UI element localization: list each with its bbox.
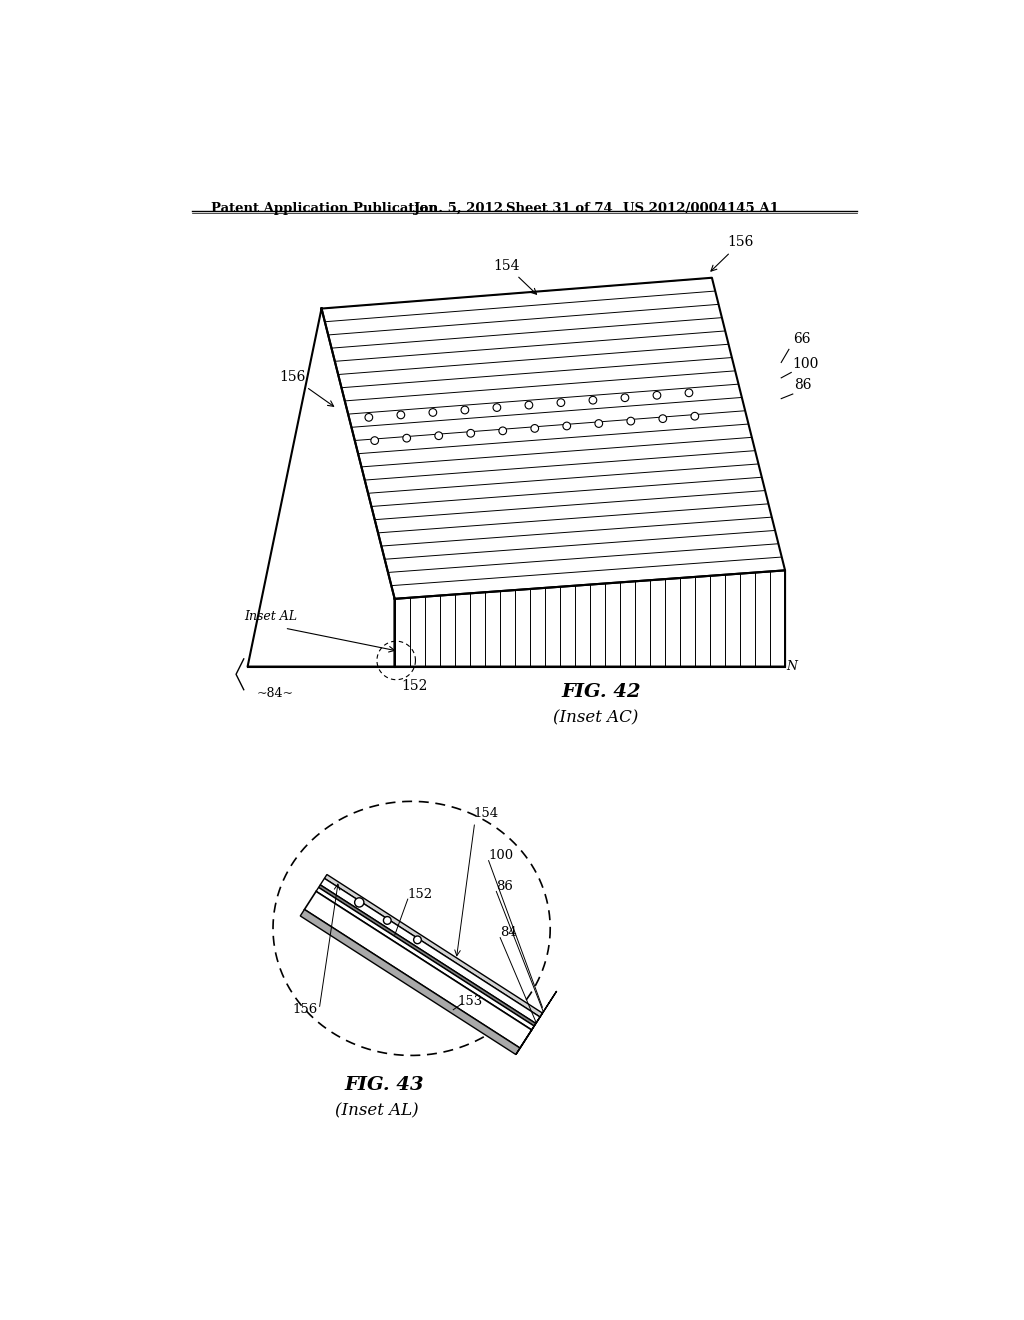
- Text: 153: 153: [458, 995, 483, 1008]
- Circle shape: [653, 392, 660, 399]
- Text: Jan. 5, 2012: Jan. 5, 2012: [414, 202, 503, 215]
- Polygon shape: [248, 309, 394, 667]
- Circle shape: [589, 396, 597, 404]
- Circle shape: [383, 916, 391, 924]
- Circle shape: [461, 407, 469, 414]
- Circle shape: [499, 426, 507, 434]
- Circle shape: [365, 413, 373, 421]
- Circle shape: [525, 401, 532, 409]
- Circle shape: [530, 425, 539, 432]
- Circle shape: [622, 393, 629, 401]
- Circle shape: [493, 404, 501, 412]
- Circle shape: [595, 420, 602, 428]
- Text: 86: 86: [497, 880, 513, 892]
- Text: 152: 152: [408, 887, 433, 900]
- Polygon shape: [304, 891, 531, 1048]
- Text: Inset AL: Inset AL: [245, 610, 298, 623]
- Text: 156: 156: [711, 235, 754, 271]
- Text: 156: 156: [280, 370, 334, 407]
- Polygon shape: [516, 991, 557, 1055]
- Text: FIG. 43: FIG. 43: [345, 1076, 424, 1094]
- Polygon shape: [325, 875, 543, 1016]
- Circle shape: [659, 414, 667, 422]
- Polygon shape: [300, 909, 520, 1055]
- Text: 156: 156: [292, 1003, 317, 1016]
- Polygon shape: [322, 277, 785, 599]
- Circle shape: [371, 437, 379, 445]
- Text: 154: 154: [494, 259, 537, 294]
- Text: 86: 86: [795, 379, 812, 392]
- Text: Patent Application Publication: Patent Application Publication: [211, 202, 438, 215]
- Circle shape: [563, 422, 570, 430]
- Circle shape: [467, 429, 474, 437]
- Text: US 2012/0004145 A1: US 2012/0004145 A1: [624, 202, 779, 215]
- Text: FIG. 42: FIG. 42: [562, 684, 641, 701]
- Text: 100: 100: [488, 849, 514, 862]
- Text: (Inset AC): (Inset AC): [553, 710, 638, 727]
- Circle shape: [691, 412, 698, 420]
- Polygon shape: [316, 887, 535, 1030]
- Circle shape: [429, 409, 436, 416]
- Text: 66: 66: [793, 333, 810, 346]
- Circle shape: [435, 432, 442, 440]
- Circle shape: [354, 898, 364, 907]
- Polygon shape: [394, 570, 785, 667]
- Circle shape: [627, 417, 635, 425]
- Text: (Inset AL): (Inset AL): [335, 1102, 418, 1119]
- Polygon shape: [321, 878, 540, 1023]
- Text: 152: 152: [400, 678, 427, 693]
- Polygon shape: [318, 884, 536, 1026]
- Text: 154: 154: [473, 807, 499, 820]
- Circle shape: [397, 411, 404, 418]
- Text: ~84~: ~84~: [257, 688, 294, 701]
- Circle shape: [402, 434, 411, 442]
- Circle shape: [685, 389, 693, 397]
- Text: 84: 84: [500, 927, 517, 939]
- Circle shape: [557, 399, 565, 407]
- Text: N: N: [786, 660, 798, 673]
- Circle shape: [414, 936, 421, 944]
- Text: 100: 100: [793, 356, 819, 371]
- Text: Sheet 31 of 74: Sheet 31 of 74: [506, 202, 613, 215]
